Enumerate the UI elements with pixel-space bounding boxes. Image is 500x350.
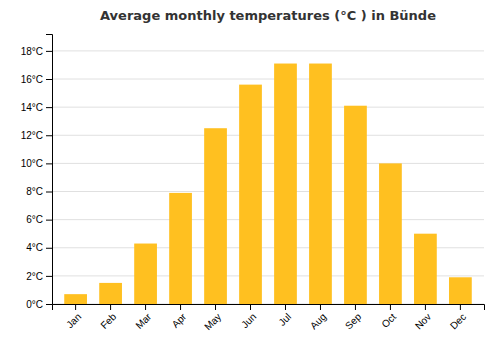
x-tick-mark <box>180 304 181 310</box>
plot-area: Jan Feb Mar Apr May Jun Jul Aug Sep Oct Nov Dec 0°C 2… <box>21 35 485 333</box>
bars <box>64 64 472 304</box>
x-tick-mark <box>145 304 146 310</box>
y-tick: 0°C <box>26 299 52 310</box>
y-tick-mark <box>46 79 52 80</box>
y-tick-label: 4°C <box>26 242 43 253</box>
grid-line <box>52 219 484 220</box>
y-tick: 12°C <box>21 130 52 141</box>
grid-line <box>52 191 484 192</box>
bar <box>99 283 122 304</box>
y-tick-mark <box>46 248 52 249</box>
y-tick: 8°C <box>26 186 52 197</box>
x-tick-mark <box>215 304 216 310</box>
y-tick: 10°C <box>21 158 52 169</box>
x-tick-label: May <box>202 311 223 332</box>
y-tick: 6°C <box>26 214 52 225</box>
x-tick-mark <box>285 304 286 310</box>
grid-line <box>52 50 484 51</box>
bar <box>414 234 437 304</box>
bar <box>379 163 402 304</box>
x-tick: Jul <box>276 304 293 328</box>
y-tick: 16°C <box>21 74 52 85</box>
y-tick: 2°C <box>26 271 52 282</box>
grid-line <box>52 107 484 108</box>
y-tick-mark <box>46 135 52 136</box>
x-tick-mark <box>75 304 76 310</box>
y-tick-label: 16°C <box>21 74 43 85</box>
grid-line <box>52 135 484 136</box>
x-tick: Aug <box>308 304 328 331</box>
y-tick-mark <box>46 107 52 108</box>
x-tick-label: Nov <box>413 311 433 331</box>
bar <box>449 277 472 304</box>
x-tick: Jan <box>64 304 83 330</box>
y-tick-label: 12°C <box>21 130 43 141</box>
y-axis: 0°C 2°C 4°C 6°C 8°C 10°C 12°C 14°C 16°C 18°C <box>21 35 53 310</box>
x-tick-label: Dec <box>448 311 468 331</box>
x-tick: Sep <box>343 304 364 331</box>
x-tick-mark <box>320 304 321 310</box>
chart: Jan Feb Mar Apr May Jun Jul Aug Sep Oct Nov Dec 0°C 2… <box>0 0 500 350</box>
y-tick-label: 10°C <box>21 158 43 169</box>
x-tick-label: Jun <box>239 311 258 330</box>
x-tick: Apr <box>170 304 189 330</box>
y-tick-mark <box>46 163 52 164</box>
y-tick: 4°C <box>26 242 52 253</box>
x-tick: Nov <box>413 304 433 331</box>
bar <box>204 128 227 304</box>
x-tick-label: Jan <box>64 311 83 330</box>
x-tick: May <box>202 304 223 332</box>
y-tick: 18°C <box>21 46 52 57</box>
x-tick-label: Apr <box>170 311 189 330</box>
x-tick-mark <box>110 304 111 310</box>
bar <box>239 85 262 304</box>
x-tick: Jun <box>239 304 258 330</box>
y-axis-line <box>46 35 53 305</box>
y-tick-label: 14°C <box>21 102 43 113</box>
x-tick-label: Oct <box>379 311 398 330</box>
x-tick-label: Jul <box>276 311 293 328</box>
x-axis-line <box>53 305 485 311</box>
grid-line <box>52 163 484 164</box>
y-tick-mark <box>46 220 52 221</box>
bar <box>344 106 367 304</box>
x-tick: Dec <box>448 304 468 331</box>
x-tick-mark <box>425 304 426 310</box>
x-tick-mark <box>460 304 461 310</box>
x-tick: Mar <box>133 304 153 331</box>
bar <box>274 64 297 304</box>
x-tick-label: Aug <box>308 311 328 331</box>
x-tick-label: Mar <box>133 311 153 331</box>
x-tick: Oct <box>379 304 398 330</box>
y-tick-label: 2°C <box>26 271 43 282</box>
x-tick-label: Feb <box>98 311 118 331</box>
grid <box>52 51 484 304</box>
x-tick-mark <box>390 304 391 310</box>
y-tick-label: 0°C <box>26 299 43 310</box>
y-tick-mark <box>46 276 52 277</box>
y-tick: 14°C <box>21 102 52 113</box>
y-tick-mark <box>46 192 52 193</box>
y-tick-label: 6°C <box>26 214 43 225</box>
bar <box>64 294 87 304</box>
bar <box>309 64 332 304</box>
x-tick: Feb <box>98 304 118 331</box>
x-tick-mark <box>250 304 251 310</box>
bar <box>134 244 157 304</box>
grid-line <box>52 79 484 80</box>
x-tick-label: Sep <box>343 311 364 332</box>
y-tick-label: 18°C <box>21 46 43 57</box>
x-axis: Jan Feb Mar Apr May Jun Jul Aug Sep Oct Nov Dec <box>53 304 485 332</box>
bar <box>169 193 192 304</box>
y-tick-mark <box>46 51 52 52</box>
title: Average monthly temperatures (°C ) in Bü… <box>100 8 436 23</box>
x-tick-mark <box>355 304 356 310</box>
y-tick-label: 8°C <box>26 186 43 197</box>
y-tick-mark <box>46 304 52 305</box>
